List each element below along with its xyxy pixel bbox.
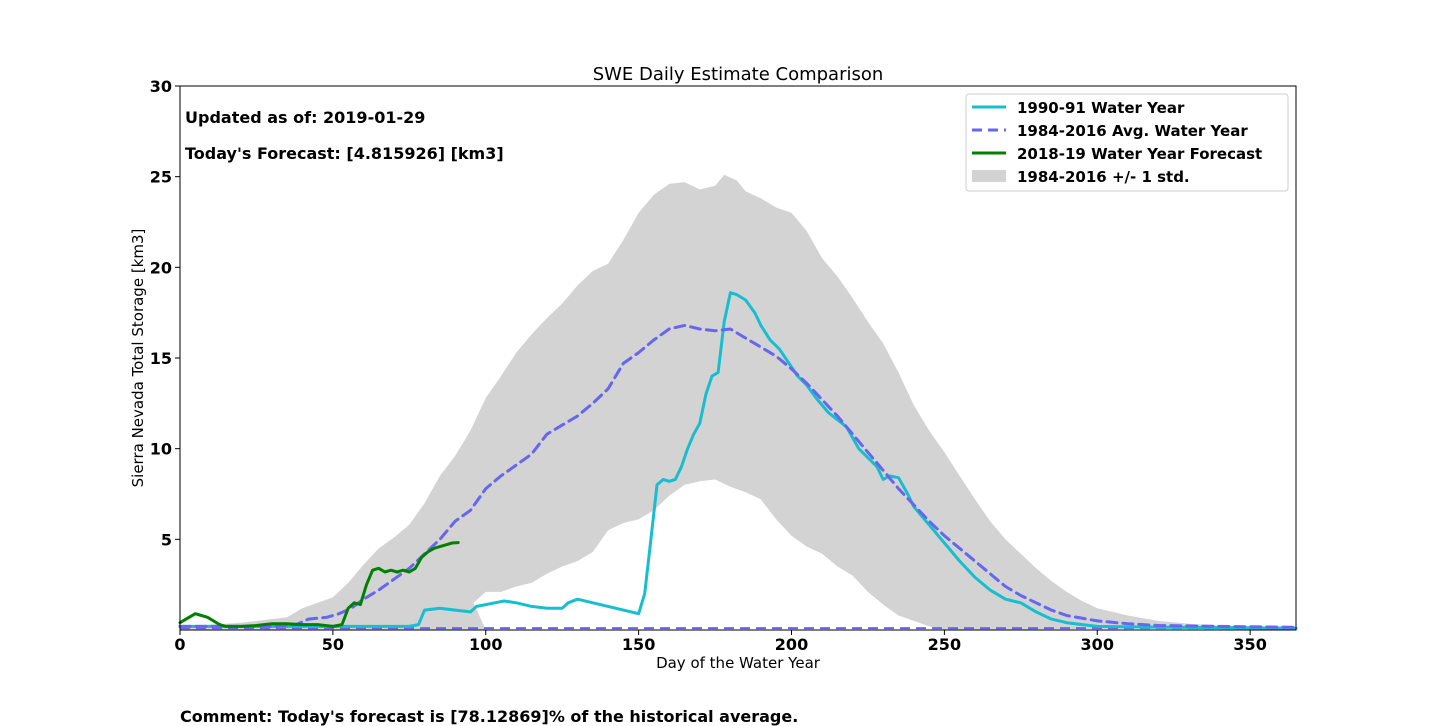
plot-area xyxy=(178,174,1298,630)
y-tick-label: 15 xyxy=(150,349,172,368)
y-tick-label: 30 xyxy=(150,77,172,96)
y-tick-label: 20 xyxy=(150,258,172,277)
legend-label-1990-91: 1990-91 Water Year xyxy=(1017,99,1185,117)
legend-label-band: 1984-2016 +/- 1 std. xyxy=(1017,168,1190,186)
series-1990-91-line xyxy=(178,291,1298,630)
x-tick-label: 350 xyxy=(1233,635,1266,654)
x-axis-label: Day of the Water Year xyxy=(656,654,821,672)
y-tick-label: 25 xyxy=(150,168,172,187)
legend: 1990-91 Water Year 1984-2016 Avg. Water … xyxy=(965,93,1289,192)
x-tick-label: 100 xyxy=(469,635,502,654)
x-tick-label: 200 xyxy=(775,635,808,654)
legend-box xyxy=(965,93,1289,192)
updated-annotation: Updated as of: 2019-01-29 xyxy=(185,108,425,127)
series-layer xyxy=(178,291,1298,630)
x-tick-label: 150 xyxy=(622,635,655,654)
x-tick-label: 250 xyxy=(928,635,961,654)
forecast-annotation: Today's Forecast: [4.815926] [km3] xyxy=(185,144,504,163)
x-axis-ticks: 0 50 100 150 200 250 300 350 xyxy=(174,630,1267,654)
chart-title: SWE Daily Estimate Comparison xyxy=(593,64,884,85)
std-band xyxy=(180,174,1296,630)
y-tick-label: 10 xyxy=(150,440,172,459)
comment-text: Comment: Today's forecast is [78.12869]%… xyxy=(180,707,799,726)
y-axis-ticks: 5 10 15 20 25 30 xyxy=(150,77,180,549)
legend-label-avg: 1984-2016 Avg. Water Year xyxy=(1017,122,1248,140)
legend-label-forecast: 2018-19 Water Year Forecast xyxy=(1017,145,1262,163)
series-forecast-line xyxy=(178,541,460,628)
x-tick-label: 0 xyxy=(174,635,185,654)
x-tick-label: 50 xyxy=(322,635,344,654)
std-band-layer xyxy=(180,174,1296,630)
y-tick-label: 5 xyxy=(161,530,172,549)
x-tick-label: 300 xyxy=(1081,635,1114,654)
legend-swatch-band xyxy=(972,170,1006,182)
y-axis-label: Sierra Nevada Total Storage [km3] xyxy=(129,229,147,488)
